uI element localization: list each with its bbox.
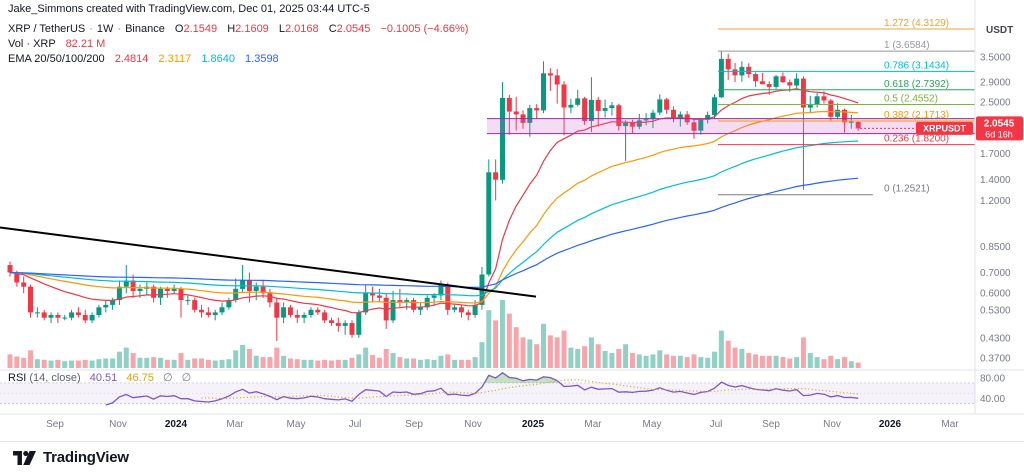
ema-20-line xyxy=(9,88,859,314)
svg-text:May: May xyxy=(643,419,662,430)
volume-layer xyxy=(7,300,861,368)
rsi-ma-line xyxy=(201,379,859,400)
support-zone[interactable] xyxy=(487,118,975,134)
exchange-label[interactable]: Binance xyxy=(125,23,165,35)
svg-text:0.3700: 0.3700 xyxy=(980,354,1011,365)
ema-200-line xyxy=(9,177,859,289)
svg-text:0.618 (2.7392): 0.618 (2.7392) xyxy=(884,79,949,90)
svg-text:Nov: Nov xyxy=(464,419,482,430)
rsi-overbought-fill xyxy=(484,372,723,383)
footer-bar: TradingView xyxy=(0,441,1024,473)
close-key: C xyxy=(328,23,337,35)
svg-text:0.236 (1.8200): 0.236 (1.8200) xyxy=(884,134,949,145)
svg-text:2024: 2024 xyxy=(165,419,188,430)
svg-text:2.9000: 2.9000 xyxy=(980,78,1011,89)
symbol-price-tag xyxy=(916,121,973,135)
svg-text:0.4300: 0.4300 xyxy=(980,333,1011,344)
svg-text:Jul: Jul xyxy=(710,419,723,430)
rsi-band xyxy=(0,382,975,404)
volume-value: 82.21 M xyxy=(65,38,106,50)
svg-text:XRPUSDT: XRPUSDT xyxy=(923,123,967,133)
open-value: 2.1549 xyxy=(183,23,218,35)
rsi-line xyxy=(105,371,859,406)
rsi-value: 40.51 xyxy=(89,372,118,384)
ema100-value: 1.8640 xyxy=(201,53,235,65)
svg-text:0.6000: 0.6000 xyxy=(980,289,1011,300)
svg-text:0.8500: 0.8500 xyxy=(980,242,1011,253)
svg-text:2.0545: 2.0545 xyxy=(984,118,1015,129)
svg-text:0.5300: 0.5300 xyxy=(980,305,1011,316)
time-axis[interactable]: Sep Nov 2024 Mar May Jul Sep Nov 2025 Mar May Jul Se… xyxy=(46,419,959,430)
rsi-null-2: ∅ xyxy=(181,372,192,384)
svg-text:1 (3.6584): 1 (3.6584) xyxy=(884,40,930,51)
svg-text:0.382 (2.1713): 0.382 (2.1713) xyxy=(884,110,949,121)
svg-text:USDT: USDT xyxy=(986,25,1013,36)
change-value: −0.1005 (−4.66%) xyxy=(380,23,469,35)
volume-indicator-label[interactable]: Vol · XRP xyxy=(8,38,56,50)
svg-text:0.7000: 0.7000 xyxy=(980,268,1011,279)
price-axis[interactable]: USDT 3.5000 2.9000 2.5000 1.7000 1.4000 1.2000… xyxy=(976,25,1023,365)
svg-text:Mar: Mar xyxy=(584,419,602,430)
svg-text:Mar: Mar xyxy=(226,419,244,430)
volume-legend-row: Vol · XRP 82.21 M xyxy=(8,37,468,52)
svg-text:Mar: Mar xyxy=(941,419,959,430)
ema-50-line xyxy=(9,110,859,304)
separator: · xyxy=(117,23,122,35)
svg-text:0.786 (3.1434): 0.786 (3.1434) xyxy=(884,60,949,71)
svg-text:1.2000: 1.2000 xyxy=(980,196,1011,207)
rsi-axis[interactable]: 80.00 40.00 xyxy=(980,373,1005,405)
close-value: 2.0545 xyxy=(336,23,371,35)
svg-text:80.00: 80.00 xyxy=(980,373,1005,384)
svg-text:Jul: Jul xyxy=(349,419,362,430)
fib-retracement[interactable]: 1.272 (4.3129) 1 (3.6584) 0.786 (3.1434) 0.… xyxy=(718,18,975,196)
tradingview-logo-icon[interactable] xyxy=(13,450,36,465)
rsi-ma-value: 46.75 xyxy=(126,372,154,384)
trendline[interactable] xyxy=(0,226,537,298)
svg-text:6d 16h: 6d 16h xyxy=(985,129,1013,139)
interval-button[interactable]: 1W xyxy=(96,23,114,35)
low-value: 2.0168 xyxy=(285,23,319,35)
svg-text:2025: 2025 xyxy=(522,419,545,430)
rsi-indicator-label[interactable]: RSI xyxy=(8,372,27,384)
svg-text:Sep: Sep xyxy=(46,419,64,430)
ema20-value: 2.4814 xyxy=(114,53,149,65)
high-value: 2.1609 xyxy=(235,23,269,35)
separator: · xyxy=(89,23,93,35)
price-chart-canvas[interactable]: 1.272 (4.3129) 1 (3.6584) 0.786 (3.1434) 0.… xyxy=(0,0,1024,441)
high-key: H xyxy=(227,23,236,35)
rsi-legend: RSI (14, close) 40.51 46.75 ∅ ∅ xyxy=(8,371,191,384)
svg-text:1.272 (4.3129): 1.272 (4.3129) xyxy=(884,18,949,29)
svg-text:Sep: Sep xyxy=(405,419,423,430)
rsi-pane xyxy=(0,371,975,406)
candles-layer xyxy=(7,51,861,341)
rsi-params: (14, close) xyxy=(29,372,81,384)
rsi-null-1: ∅ xyxy=(162,372,173,384)
svg-text:0 (1.2521): 0 (1.2521) xyxy=(884,184,930,195)
symbol-legend-row: XRP / TetherUS · 1W · Binance O2.1549 H2.160… xyxy=(8,22,468,37)
svg-text:40.00: 40.00 xyxy=(980,394,1005,405)
ema200-value: 1.3598 xyxy=(245,53,279,65)
low-key: L xyxy=(278,23,285,35)
ema-indicator-label[interactable]: EMA 20/50/100/200 xyxy=(8,53,105,65)
svg-text:1.7000: 1.7000 xyxy=(980,149,1011,160)
open-key: O xyxy=(174,23,184,35)
svg-text:1.4000: 1.4000 xyxy=(980,175,1011,186)
chart-legend: XRP / TetherUS · 1W · Binance O2.1549 H2.160… xyxy=(8,22,468,67)
svg-text:0.5 (2.4552): 0.5 (2.4552) xyxy=(884,94,938,105)
ema50-value: 2.3117 xyxy=(158,53,192,65)
svg-text:3.5000: 3.5000 xyxy=(980,53,1011,64)
svg-text:2.5000: 2.5000 xyxy=(980,98,1011,109)
symbol-name[interactable]: XRP / TetherUS xyxy=(8,23,86,35)
svg-text:Sep: Sep xyxy=(762,419,780,430)
ema-100-line xyxy=(9,140,859,297)
attribution-text: Jake_Simmons created with TradingView.co… xyxy=(8,3,370,15)
svg-text:May: May xyxy=(287,419,306,430)
tradingview-brand-text[interactable]: TradingView xyxy=(43,449,129,466)
svg-text:Nov: Nov xyxy=(823,419,841,430)
ema-legend-row: EMA 20/50/100/200 2.4814 2.3117 1.8640 1… xyxy=(8,52,468,67)
svg-text:Nov: Nov xyxy=(109,419,127,430)
svg-text:2026: 2026 xyxy=(879,419,902,430)
price-axis-badge xyxy=(976,116,1023,141)
